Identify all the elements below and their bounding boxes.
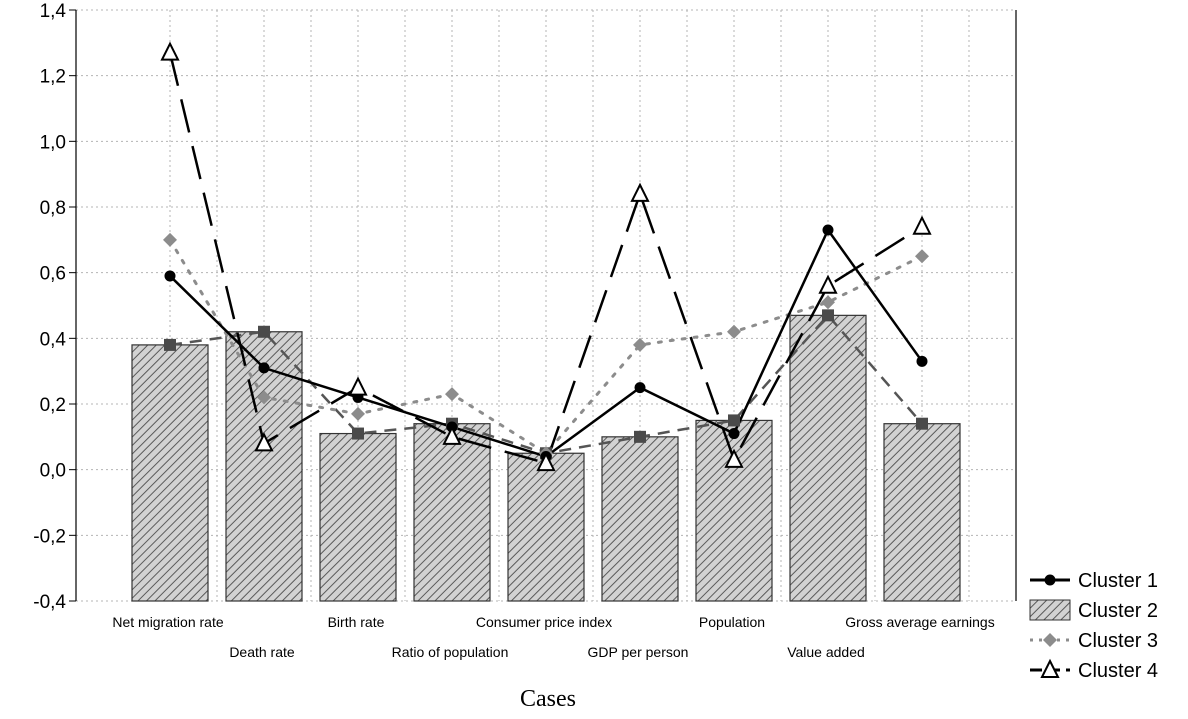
category-label: Population — [699, 614, 765, 630]
y-tick-label: 0,0 — [40, 461, 66, 482]
legend-swatch — [1029, 599, 1071, 621]
point-cluster-4 — [912, 215, 932, 235]
bar-cluster-2 — [695, 419, 773, 602]
legend-label: Cluster 3 — [1078, 630, 1158, 652]
bar-cluster-2 — [319, 432, 397, 602]
bar-cluster-2 — [507, 452, 585, 602]
point-cluster-4 — [160, 41, 180, 61]
bar-cluster-2 — [883, 423, 961, 602]
point-cluster-1 — [728, 428, 740, 440]
legend-label: Cluster 4 — [1078, 660, 1158, 682]
y-tick-label: 0,4 — [40, 329, 67, 350]
point-cluster-1 — [822, 224, 834, 236]
legend-label: Cluster 1 — [1078, 570, 1158, 592]
y-tick-labels: -0,4 -0,2 0,0 0,2 0,4 0,6 0,8 1,0 1,2 1,4 — [33, 1, 66, 613]
category-label: Consumer price index — [476, 614, 612, 630]
point-cluster-4 — [442, 425, 462, 445]
y-tick-label: 0,8 — [40, 198, 66, 219]
y-tick-label: 1,2 — [40, 67, 66, 88]
point-cluster-2 — [258, 325, 270, 338]
point-cluster-4 — [348, 376, 368, 396]
point-cluster-3 — [351, 406, 365, 421]
category-label: Death rate — [229, 644, 295, 660]
category-label: Gross average earnings — [845, 614, 994, 630]
y-tick-label: 1,4 — [40, 1, 67, 22]
x-axis-title: Cases — [520, 686, 576, 712]
category-label: GDP per person — [588, 644, 689, 660]
point-cluster-3 — [445, 387, 459, 402]
y-tick-label: -0,4 — [33, 592, 66, 613]
y-tick-label: 0,2 — [40, 395, 66, 416]
point-cluster-4 — [818, 274, 838, 294]
bar-cluster-2 — [601, 436, 679, 602]
bar-cluster-2 — [413, 423, 491, 602]
legend-marker — [1044, 574, 1056, 586]
category-label: Birth rate — [328, 614, 385, 630]
legend-marker — [1040, 658, 1060, 678]
y-tick-label: 1,0 — [40, 132, 66, 153]
axes — [69, 9, 1017, 602]
legend-label: Cluster 2 — [1078, 600, 1158, 622]
point-cluster-3 — [633, 337, 647, 352]
line-series — [160, 41, 932, 472]
series-line — [168, 238, 924, 456]
series-line — [168, 52, 923, 465]
legend-marker — [1043, 633, 1057, 647]
point-cluster-3 — [821, 295, 835, 310]
point-cluster-3 — [727, 324, 741, 339]
point-cluster-2 — [164, 338, 176, 351]
point-cluster-4 — [536, 451, 556, 472]
bar-cluster-2 — [789, 314, 867, 602]
bar-cluster-2 — [131, 344, 209, 602]
point-cluster-2 — [728, 414, 740, 427]
point-cluster-4 — [254, 432, 274, 452]
category-label: Net migration rate — [112, 614, 223, 630]
point-cluster-1 — [634, 382, 646, 394]
point-cluster-2 — [352, 427, 364, 440]
point-cluster-2 — [916, 417, 928, 430]
y-tick-label: 0,6 — [40, 264, 66, 285]
point-cluster-1 — [916, 355, 928, 367]
legend: Cluster 1 Cluster 2 Cluster 3 Cluster 4 — [1029, 570, 1158, 682]
point-cluster-1 — [164, 270, 176, 282]
point-cluster-3 — [257, 390, 271, 405]
category-label: Ratio of population — [392, 644, 509, 660]
point-cluster-1 — [258, 362, 270, 374]
point-cluster-3 — [915, 249, 929, 264]
y-tick-label: -0,2 — [33, 526, 66, 547]
point-cluster-4 — [630, 182, 650, 202]
category-labels: Net migration rate Death rate Birth rate Ra… — [112, 614, 994, 660]
point-cluster-2 — [634, 430, 646, 443]
point-cluster-3 — [163, 232, 177, 247]
point-cluster-2 — [822, 309, 834, 322]
category-label: Value added — [787, 644, 865, 660]
point-cluster-4 — [724, 448, 744, 468]
bar-series — [131, 314, 961, 602]
